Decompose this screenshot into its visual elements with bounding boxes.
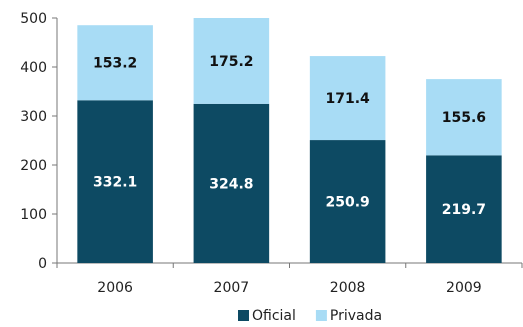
bar-oficial-2006 [77,100,153,263]
bars: 332.1 153.2 324.8 175.2 250.9 171.4 219.7 155.6 [77,18,502,264]
data-label-privada-2007: 175.2 [209,54,253,70]
bar-oficial-2007 [193,103,270,264]
data-label-oficial-2007: 324.8 [209,176,253,192]
y-tick-label: 200 [20,158,47,174]
data-label-oficial-2006: 332.1 [93,175,137,191]
data-label-privada-2008: 171.4 [325,91,370,107]
x-tick-label: 2006 [97,280,133,296]
bar-privada-2008 [309,56,386,141]
bar-oficial-2009 [426,155,502,263]
data-label-privada-2006: 153.2 [93,56,137,72]
legend-label-oficial: Oficial [252,308,296,324]
legend-swatch-oficial [238,310,249,321]
data-label-oficial-2009: 219.7 [442,202,486,218]
y-tick-label: 100 [20,207,47,223]
bar-privada-2009 [426,79,502,156]
x-tick-label: 2009 [446,280,482,296]
y-tick-label: 400 [20,60,47,76]
y-axis: 0 100 200 300 400 500 [20,11,58,272]
x-tick-label: 2008 [330,280,366,296]
x-tick-label: 2007 [214,280,250,296]
data-label-oficial-2008: 250.9 [325,195,369,211]
legend-swatch-privada [315,310,327,321]
y-tick-label: 500 [20,11,47,27]
legend: Oficial Privada [238,308,382,324]
data-label-privada-2009: 155.6 [442,110,486,126]
legend-label-privada: Privada [330,308,382,324]
bar-oficial-2008 [309,140,386,263]
bar-privada-2007 [193,18,270,104]
y-tick-label: 0 [38,256,47,272]
x-axis: 2006 2007 2008 2009 [56,262,523,296]
y-tick-label: 300 [20,109,47,125]
bar-privada-2006 [77,25,153,101]
